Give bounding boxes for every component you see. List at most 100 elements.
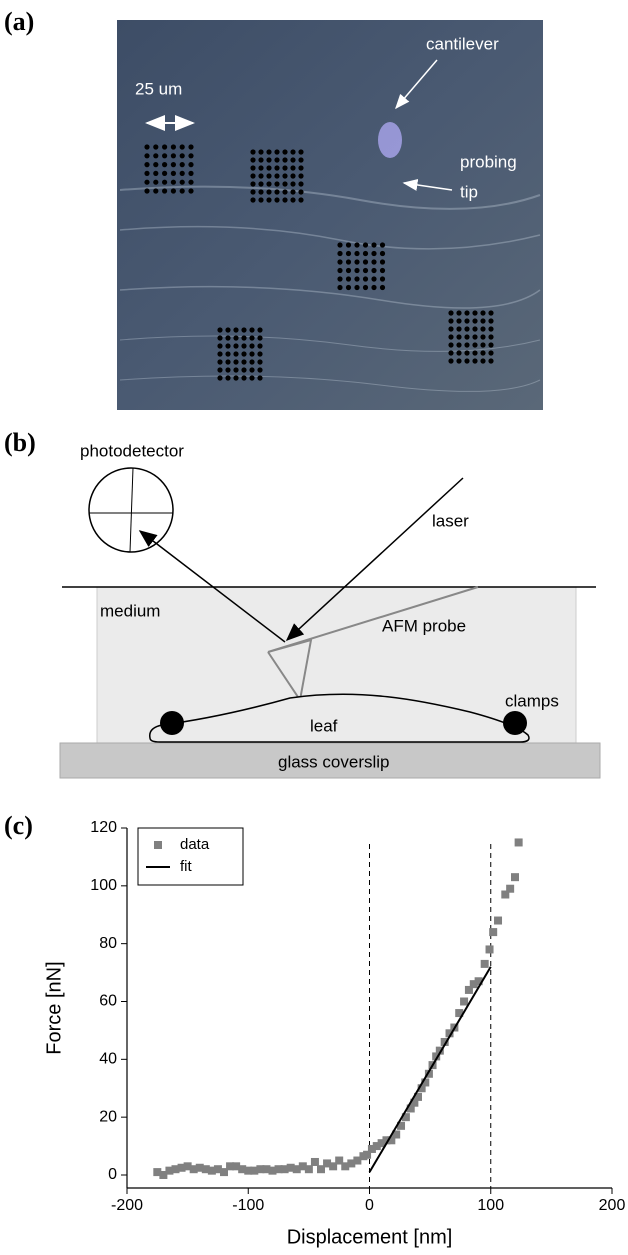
indent-dot [371, 259, 376, 264]
indent-dot [266, 149, 271, 154]
legend-label: fit [180, 858, 193, 875]
indent-dot [480, 326, 485, 331]
indent-dot [371, 285, 376, 290]
indent-dot [464, 326, 469, 331]
indent-dot [249, 359, 254, 364]
indent-dot [225, 351, 230, 356]
indent-dot [257, 335, 262, 340]
indent-dot [257, 327, 262, 332]
indent-dot [371, 268, 376, 273]
indent-dot [225, 359, 230, 364]
indent-dot [488, 350, 493, 355]
indent-dot [282, 149, 287, 154]
indent-dot [448, 310, 453, 315]
indent-dot [188, 144, 193, 149]
indent-dot [171, 153, 176, 158]
data-point [311, 1158, 319, 1166]
indent-dot [488, 334, 493, 339]
indent-dot [162, 188, 167, 193]
indent-dot [250, 197, 255, 202]
indent-dot [380, 268, 385, 273]
clamp [160, 711, 184, 735]
indent-dot [456, 342, 461, 347]
indent-dot [241, 343, 246, 348]
indent-dot [346, 251, 351, 256]
indent-dot [266, 157, 271, 162]
indent-dot [241, 359, 246, 364]
indent-dot [250, 189, 255, 194]
indent-dot [225, 335, 230, 340]
indent-dot [363, 251, 368, 256]
indent-dot [274, 165, 279, 170]
panel-label: (a) [4, 7, 34, 36]
indent-dot [480, 334, 485, 339]
indent-dot [274, 149, 279, 154]
indent-dot [298, 189, 303, 194]
indent-dot [217, 351, 222, 356]
indent-dot [258, 197, 263, 202]
indent-dot [180, 144, 185, 149]
figure: (a) 25 um cantilever probing tip (b) pho… [0, 0, 628, 1250]
indent-dot [337, 259, 342, 264]
indent-dot [480, 350, 485, 355]
indent-dot [257, 343, 262, 348]
indent-dot [298, 165, 303, 170]
indent-dot [153, 162, 158, 167]
indent-dot [472, 342, 477, 347]
indent-dot [337, 242, 342, 247]
annotation: cantilever [426, 34, 499, 53]
indent-dot [266, 181, 271, 186]
data-point [486, 945, 494, 953]
indent-dot [250, 165, 255, 170]
legend-label: data [180, 836, 210, 853]
indent-dot [249, 343, 254, 348]
indent-dot [233, 327, 238, 332]
indent-dot [171, 144, 176, 149]
indent-dot [298, 181, 303, 186]
indent-dot [217, 375, 222, 380]
annotation: probing [460, 152, 517, 171]
indent-dot [233, 351, 238, 356]
indent-dot [250, 157, 255, 162]
indent-dot [162, 162, 167, 167]
indent-dot [464, 310, 469, 315]
indent-dot [298, 197, 303, 202]
indent-dot [274, 181, 279, 186]
indent-dot [456, 350, 461, 355]
indent-dot [290, 173, 295, 178]
indent-dot [250, 181, 255, 186]
indent-dot [249, 375, 254, 380]
indent-dot [290, 165, 295, 170]
panel-label: (c) [4, 811, 33, 840]
indent-dot [233, 375, 238, 380]
indent-dot [337, 285, 342, 290]
indent-dot [363, 285, 368, 290]
fit-line [370, 967, 491, 1172]
data-point [494, 917, 502, 925]
indent-dot [380, 242, 385, 247]
indent-dot [241, 335, 246, 340]
data-point [489, 928, 497, 936]
indent-dot [371, 251, 376, 256]
x-tick-label: 200 [599, 1197, 626, 1214]
indent-dot [257, 351, 262, 356]
x-tick-label: 100 [477, 1197, 504, 1214]
indent-dot [448, 342, 453, 347]
indent-dot [257, 359, 262, 364]
indent-dot [162, 153, 167, 158]
indent-dot [346, 276, 351, 281]
data-point [511, 873, 519, 881]
indent-dot [266, 197, 271, 202]
indent-dot [363, 268, 368, 273]
cantilever-glow [378, 122, 402, 158]
data-point [506, 885, 514, 893]
indent-dot [282, 181, 287, 186]
indent-dot [180, 171, 185, 176]
indent-dot [488, 326, 493, 331]
x-tick-label: -200 [111, 1197, 143, 1214]
indent-dot [217, 367, 222, 372]
indent-dot [290, 149, 295, 154]
indent-dot [241, 327, 246, 332]
indent-dot [257, 367, 262, 372]
indent-dot [464, 358, 469, 363]
